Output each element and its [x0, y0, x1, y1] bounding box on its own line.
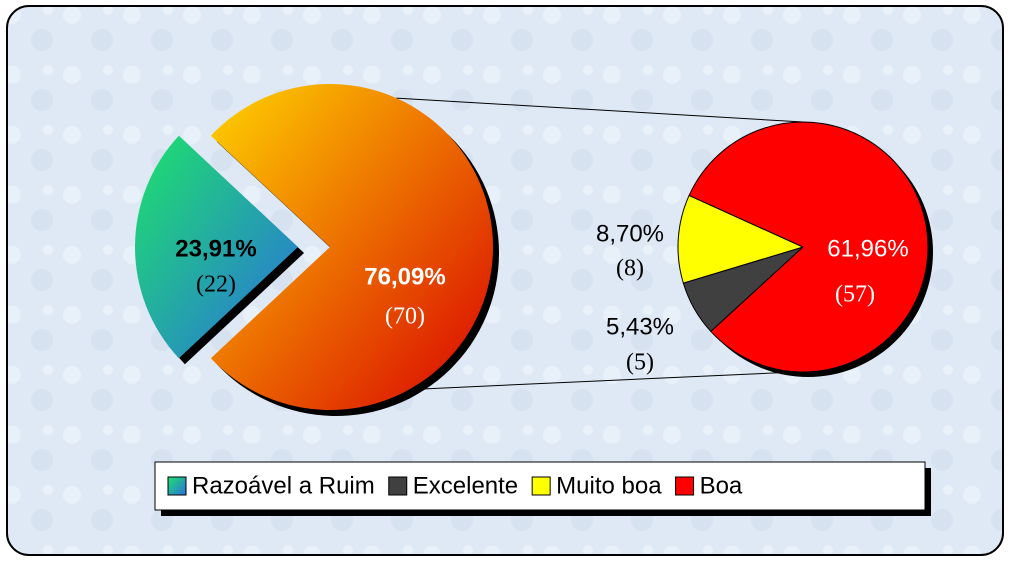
legend-label: Muito boa — [556, 472, 662, 499]
legend-swatch — [531, 476, 551, 496]
slice — [210, 83, 493, 410]
count-label: (5) — [626, 350, 654, 376]
slice — [135, 135, 298, 359]
value-label: 8,70% — [596, 220, 664, 247]
legend-swatch — [675, 476, 695, 496]
count-label: (8) — [616, 256, 644, 282]
count-label: (22) — [196, 272, 236, 298]
value-label: 76,09% — [364, 263, 445, 290]
legend-label: Excelente — [413, 472, 518, 499]
slice — [688, 121, 929, 373]
legend-swatch — [388, 476, 408, 496]
value-label: 61,96% — [827, 235, 908, 262]
connector-line — [409, 371, 796, 391]
count-label: (70) — [385, 304, 425, 330]
legend-swatch — [167, 476, 187, 496]
legend-label: Razoável a Ruim — [192, 472, 375, 499]
legend-label: Boa — [700, 472, 743, 499]
slice — [677, 194, 805, 284]
value-label: 23,91% — [175, 235, 256, 262]
value-label: 5,43% — [606, 313, 674, 340]
connector-line — [396, 97, 804, 123]
count-label: (57) — [835, 282, 875, 308]
